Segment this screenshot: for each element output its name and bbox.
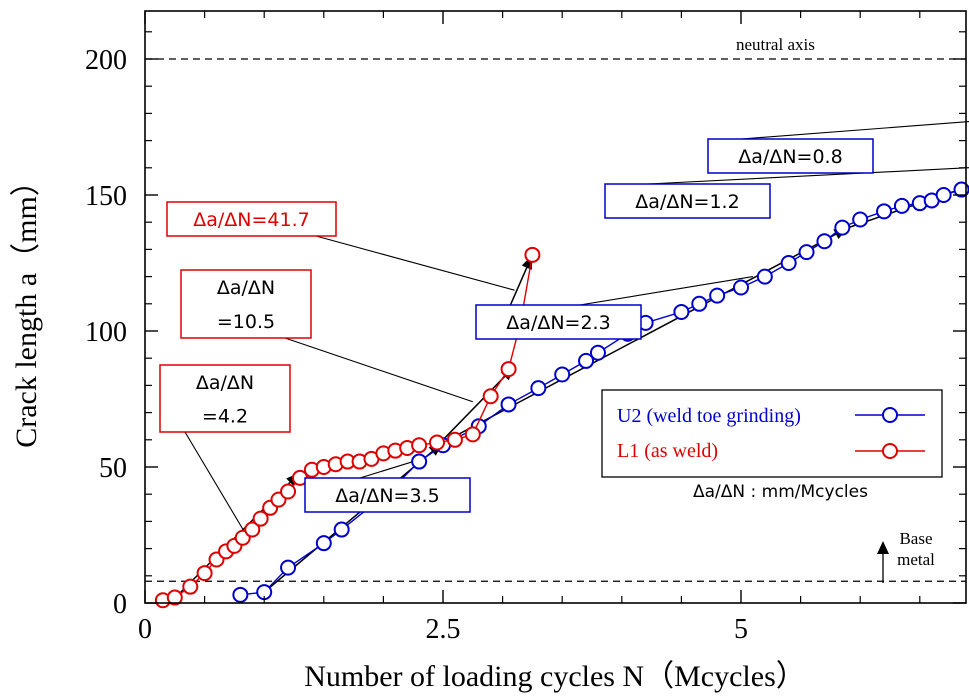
data-point-l1 <box>429 434 446 451</box>
data-point-u2 <box>673 303 690 320</box>
axis-ticks <box>144 11 966 604</box>
units-note: Δa/ΔN : mm/Mcycles <box>693 482 868 502</box>
legend-label-l1: L1 (as weld) <box>617 440 718 462</box>
annotation-boxes: Δa/ΔN=41.7 Δa/ΔN =10.5 Δa/ΔN =4.2 Δa/ΔN=3.5 Δa… <box>159 138 874 513</box>
base-metal-label-line: metal <box>897 550 935 569</box>
data-point-u2 <box>691 295 708 312</box>
data-point-l1 <box>280 483 297 500</box>
y-tick-label: 0 <box>113 589 127 620</box>
y-tick-label: 200 <box>85 45 127 76</box>
data-point-l1 <box>411 437 428 454</box>
data-series <box>154 181 969 609</box>
data-point-u2 <box>756 268 773 285</box>
data-point-u2 <box>232 586 249 603</box>
data-point-l1 <box>244 521 261 538</box>
data-point-l1 <box>196 565 213 582</box>
annotation-text: Δa/ΔN=0.8 <box>738 146 842 168</box>
y-tick-label: 100 <box>85 317 127 348</box>
x-tick-label: 0 <box>138 614 152 645</box>
annotation-text: =10.5 <box>217 311 275 333</box>
data-point-u2 <box>834 219 851 236</box>
annotation-box <box>475 304 642 340</box>
annotation-box <box>180 269 312 339</box>
neutral-axis-label: neutral axis <box>736 35 815 54</box>
data-point-u2 <box>798 244 815 261</box>
data-point-l1 <box>464 426 481 443</box>
annotation-text: Δa/ΔN <box>196 372 254 394</box>
base-metal-label: Base metal <box>897 529 935 569</box>
reference-lines <box>145 58 966 582</box>
annotation-leader <box>315 235 515 291</box>
annotation-leader <box>740 121 969 140</box>
y-axis-label: Crack length a（mm） <box>10 166 43 448</box>
data-point-l1 <box>524 246 541 263</box>
base-metal-arrow-head <box>877 541 889 554</box>
data-point-l1 <box>500 361 517 378</box>
data-point-u2 <box>554 366 571 383</box>
annotation-text: =4.2 <box>202 405 248 427</box>
data-point-u2 <box>333 521 350 538</box>
legend-marker-u2 <box>882 407 898 423</box>
data-point-u2 <box>589 344 606 361</box>
data-point-u2 <box>280 559 297 576</box>
annotation-box <box>604 183 771 219</box>
data-point-l1 <box>166 589 183 606</box>
annotation-text: Δa/ΔN=41.7 <box>193 209 309 231</box>
data-point-u2 <box>816 233 833 250</box>
data-point-l1 <box>182 578 199 595</box>
data-point-u2 <box>733 279 749 296</box>
annotation-text: Δa/ΔN=3.5 <box>335 485 439 507</box>
base-metal-marker: Base metal <box>877 529 935 583</box>
plot-frame <box>144 10 967 604</box>
annotation-text: Δa/ΔN <box>217 277 275 299</box>
data-point-u2 <box>935 187 952 203</box>
annotation-text: Δa/ΔN=2.3 <box>506 312 610 334</box>
annotation-box <box>159 364 291 433</box>
x-tick-label: 2.5 <box>426 614 461 645</box>
base-metal-label-line: Base <box>899 529 932 548</box>
legend: U2 (weld toe grinding) L1 (as weld) <box>601 389 943 478</box>
data-point-u2 <box>780 255 797 271</box>
data-point-u2 <box>876 203 893 220</box>
data-point-u2 <box>578 352 595 369</box>
legend-label-u2: U2 (weld toe grinding) <box>617 405 801 427</box>
data-point-u2 <box>530 380 547 397</box>
data-point-u2 <box>500 396 517 413</box>
annotation-leader <box>284 337 473 403</box>
data-point-l1 <box>446 431 463 448</box>
data-point-u2 <box>411 453 428 470</box>
data-point-l1 <box>482 388 499 405</box>
data-point-u2 <box>893 197 910 214</box>
annotation-text: Δa/ΔN=1.2 <box>635 191 739 213</box>
data-point-u2 <box>709 287 726 304</box>
annotation-box <box>166 201 337 237</box>
x-tick-label: 5 <box>734 614 748 645</box>
y-tick-label: 150 <box>85 181 127 212</box>
data-point-l1 <box>252 510 269 527</box>
y-tick-label: 50 <box>99 453 127 484</box>
legend-box <box>601 389 943 478</box>
legend-marker-l1 <box>882 443 898 459</box>
annotation-leader <box>184 431 247 536</box>
annotation-box <box>304 477 471 513</box>
x-axis-label: Number of loading cycles N（Mcycles） <box>304 660 806 693</box>
data-point-u2 <box>852 211 869 228</box>
data-point-u2 <box>315 535 332 552</box>
annotation-box <box>707 138 874 174</box>
